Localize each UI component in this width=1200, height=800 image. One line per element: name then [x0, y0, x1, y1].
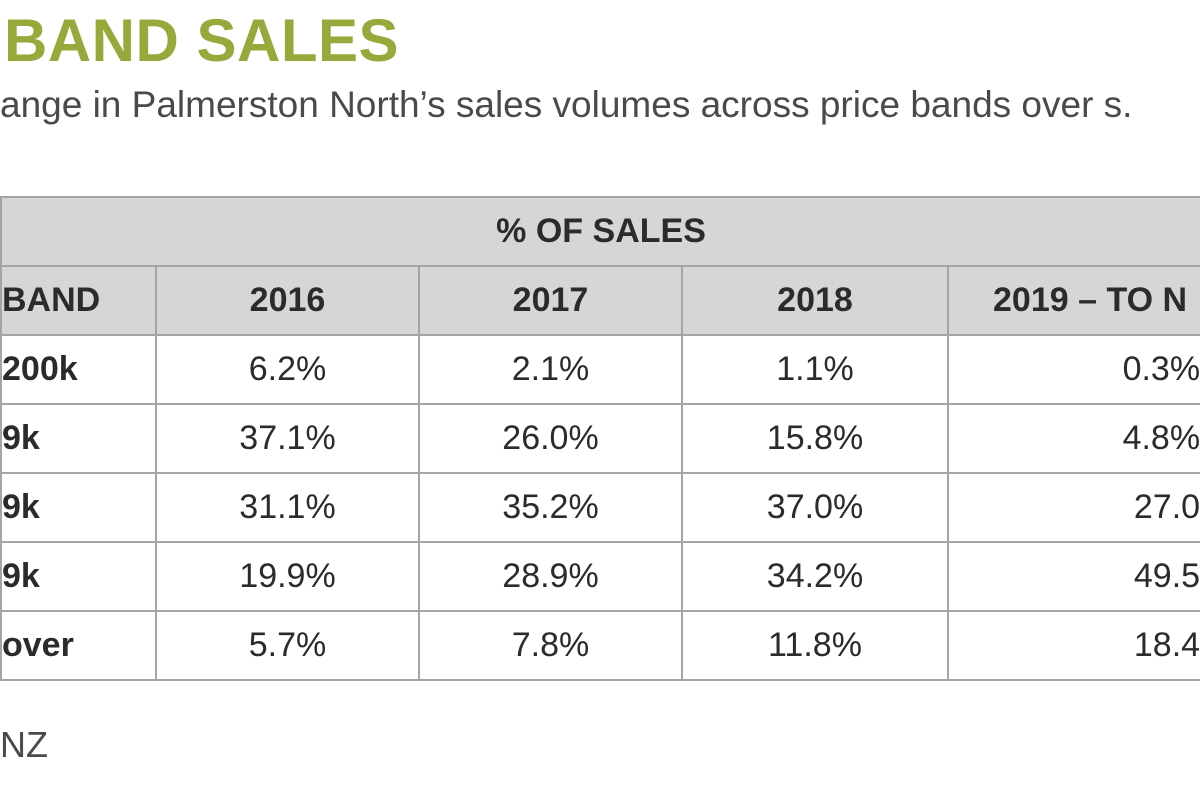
column-header-2016: 2016: [155, 265, 420, 336]
table-cell: 26.0%: [418, 403, 683, 474]
table-cell: 37.0%: [681, 472, 949, 543]
column-header-2019: 2019 – TO N: [946, 265, 1200, 336]
table-row: 9k 31.1% 35.2% 37.0% 27.0: [0, 472, 1200, 543]
chart-subtitle: ange in Palmerston North’s sales volumes…: [0, 84, 1133, 125]
column-header-2017: 2017: [418, 265, 683, 336]
sales-table-wrap: % OF SALES BAND 2016 2017 2018 2019 – TO…: [0, 196, 1200, 714]
table-cell: 5.7%: [155, 610, 420, 681]
table-cell: 37.1%: [155, 403, 420, 474]
band-label: 9k: [0, 403, 157, 474]
table-cell: 18.4: [946, 610, 1200, 681]
table-cell: 31.1%: [155, 472, 420, 543]
band-label: 9k: [0, 541, 157, 612]
table-row: 200k 6.2% 2.1% 1.1% 0.3%: [0, 334, 1200, 405]
column-header-2018: 2018: [681, 265, 949, 336]
table-cell: 1.1%: [681, 334, 949, 405]
table-cell: 6.2%: [155, 334, 420, 405]
table-cell: 15.8%: [681, 403, 949, 474]
table-cell: 11.8%: [681, 610, 949, 681]
table-row: over 5.7% 7.8% 11.8% 18.4: [0, 610, 1200, 681]
band-label: over: [0, 610, 157, 681]
table-cell: 35.2%: [418, 472, 683, 543]
chart-title: BAND SALES: [4, 7, 400, 74]
table-row: 9k 37.1% 26.0% 15.8% 4.8%: [0, 403, 1200, 474]
band-label: 200k: [0, 334, 157, 405]
table-row: 9k 19.9% 28.9% 34.2% 49.5: [0, 541, 1200, 612]
table-cell: 34.2%: [681, 541, 949, 612]
group-header: % OF SALES: [0, 196, 1200, 267]
table-cell: 4.8%: [946, 403, 1200, 474]
sales-table: % OF SALES BAND 2016 2017 2018 2019 – TO…: [0, 196, 1200, 681]
group-header-row: % OF SALES: [0, 196, 1200, 267]
table-cell: 0.3%: [946, 334, 1200, 405]
band-label: 9k: [0, 472, 157, 543]
table-cell: 27.0: [946, 472, 1200, 543]
table-cell: 7.8%: [418, 610, 683, 681]
table-cell: 28.9%: [418, 541, 683, 612]
column-header-row: BAND 2016 2017 2018 2019 – TO N: [0, 265, 1200, 336]
table-cell: 19.9%: [155, 541, 420, 612]
source-note: NZ: [0, 724, 48, 765]
table-cell: 49.5: [946, 541, 1200, 612]
table-cell: 2.1%: [418, 334, 683, 405]
column-header-band: BAND: [0, 265, 157, 336]
